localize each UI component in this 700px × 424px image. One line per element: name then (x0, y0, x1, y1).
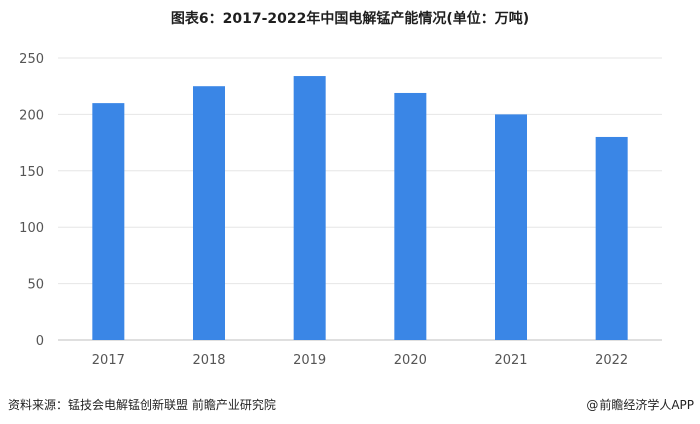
x-tick-label: 2020 (394, 353, 427, 368)
gridlines (58, 57, 662, 341)
bar-2020 (394, 92, 427, 340)
brand-name: 前瞻经济学人APP (599, 398, 694, 412)
y-tick-label: 0 (36, 334, 44, 349)
x-tick-label: 2018 (192, 353, 225, 368)
bar-2019 (293, 76, 326, 340)
at-icon: @ (586, 398, 599, 412)
bar-2021 (495, 114, 527, 341)
bar-2022 (595, 136, 628, 340)
x-tick-label: 2021 (494, 353, 527, 368)
x-tick-label: 2022 (595, 353, 628, 368)
bar-chart: 0 50 100 150 200 250 2017 2018 2019 2020 2021 2022 (19, 52, 662, 368)
y-tick-label: 200 (19, 108, 44, 123)
brand-credit: @前瞻经济学人APP (586, 396, 694, 413)
bar-series (92, 76, 628, 341)
bar-2017 (92, 103, 125, 340)
y-tick-label: 150 (19, 165, 44, 180)
x-tick-label: 2017 (92, 353, 125, 368)
x-tick-label: 2019 (293, 353, 326, 368)
y-tick-label: 50 (27, 278, 44, 293)
bar-2018 (193, 86, 225, 340)
source-note: 资料来源：锰技会电解锰创新联盟 前瞻产业研究院 (8, 398, 276, 412)
y-axis-ticks: 0 50 100 150 200 250 (19, 52, 44, 349)
chart-title: 图表6：2017-2022年中国电解锰产能情况(单位：万吨) (170, 11, 530, 27)
y-tick-label: 100 (19, 221, 44, 236)
footer: 资料来源：锰技会电解锰创新联盟 前瞻产业研究院 @前瞻经济学人APP (0, 392, 700, 416)
y-tick-label: 250 (19, 52, 44, 67)
x-axis-ticks: 2017 2018 2019 2020 2021 2022 (92, 353, 628, 368)
